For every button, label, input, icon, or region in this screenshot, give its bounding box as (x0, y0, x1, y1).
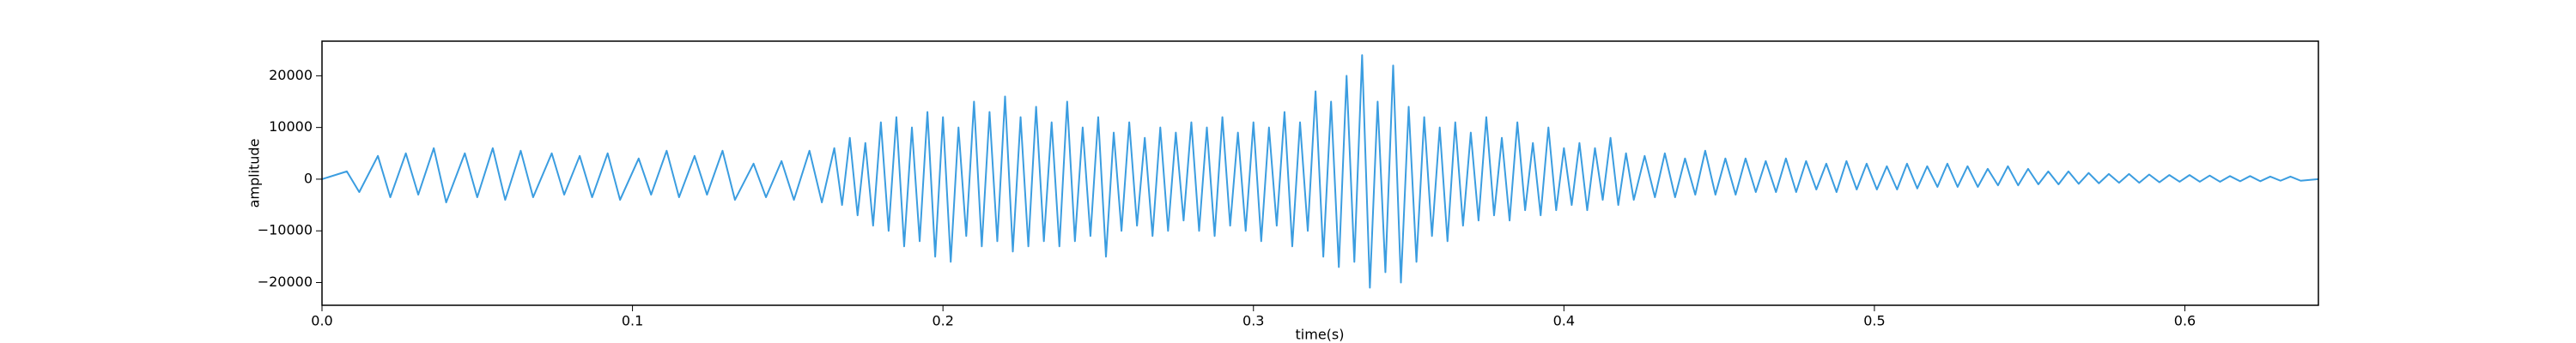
y-tick-label: 0 (304, 170, 313, 186)
x-tick-label: 0.0 (311, 313, 332, 329)
x-tick-label: 0.5 (1863, 313, 1885, 329)
waveform-line (321, 54, 2319, 289)
y-axis-label: amplitude (246, 139, 263, 208)
x-tick-label: 0.6 (2174, 313, 2196, 329)
x-tick-label: 0.2 (932, 313, 953, 329)
y-tick-label: −20000 (258, 274, 313, 290)
y-tick-label: −10000 (258, 222, 313, 238)
y-tick-label: 20000 (269, 67, 313, 83)
x-tick-label: 0.4 (1553, 313, 1575, 329)
x-tick-label: 0.1 (622, 313, 643, 329)
x-tick-label: 0.3 (1242, 313, 1264, 329)
y-tick-label: 10000 (269, 118, 313, 135)
plot-frame (321, 40, 2319, 306)
x-axis-label: time(s) (1296, 327, 1345, 343)
